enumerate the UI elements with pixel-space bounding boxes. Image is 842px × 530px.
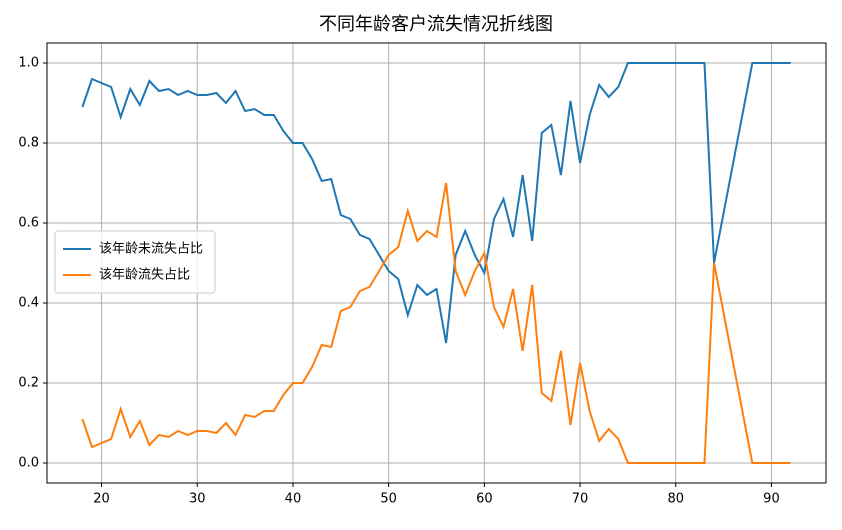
chart-title: 不同年龄客户流失情况折线图 [319,14,553,35]
y-tick-label: 0.0 [18,456,39,471]
series-line [81,182,791,464]
x-tick-label: 60 [476,492,493,507]
y-tick-label: 0.2 [18,376,39,391]
x-tick-label: 80 [667,492,684,507]
legend-label: 该年龄流失占比 [99,268,190,283]
series-line [81,62,791,344]
plot-frame [46,42,827,484]
x-tick-label: 20 [93,492,110,507]
legend-box [54,230,216,294]
x-tick-label: 90 [763,492,780,507]
x-tick-label: 70 [572,492,589,507]
x-tick-label: 40 [285,492,302,507]
y-tick-label: 0.4 [18,296,39,311]
y-tick-label: 1.0 [18,56,39,71]
legend-label: 该年龄未流失占比 [99,242,203,257]
x-tick-label: 50 [380,492,397,507]
x-tick-label: 30 [189,492,206,507]
y-tick-label: 0.8 [18,136,39,151]
y-tick-label: 0.6 [18,216,39,231]
